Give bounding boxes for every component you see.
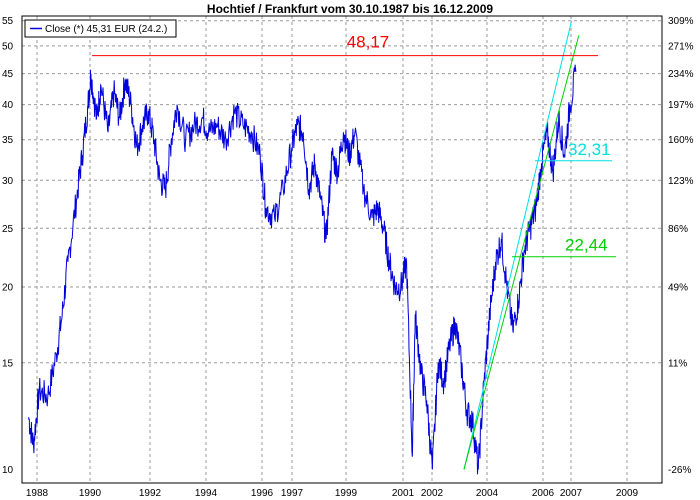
x-tick-label: 2001 — [392, 488, 415, 499]
y-tick-label: 45 — [2, 69, 14, 80]
y-tick-label: 35 — [2, 135, 14, 146]
x-tick-label: 1992 — [139, 488, 162, 499]
annotation-layer: 48,17 32,31 22,44 — [92, 20, 616, 470]
x-tick-label: 2006 — [532, 488, 555, 499]
x-tick-label: 1996 — [251, 488, 274, 499]
close-price-line — [28, 64, 577, 475]
x-tick-label: 2009 — [616, 488, 639, 499]
x-tick-label: 2007 — [560, 488, 583, 499]
x-tick-label: 1994 — [195, 488, 218, 499]
legend: Close (*) 45,31 EUR (24.2.) — [24, 19, 177, 38]
plot-frame — [21, 15, 663, 484]
y-right-tick-label: -26% — [668, 465, 691, 476]
y-right-tick-label: 160% — [668, 135, 694, 146]
y-right-tick-label: 123% — [668, 176, 694, 187]
x-tick-label: 2004 — [476, 488, 499, 499]
x-tick-label: 1997 — [281, 488, 304, 499]
x-tick-label: 1990 — [79, 488, 102, 499]
y-tick-label: 55 — [2, 16, 14, 27]
legend-box — [24, 19, 177, 38]
y-tick-label: 30 — [2, 176, 14, 187]
x-tick-label: 1988 — [26, 488, 49, 499]
trend-line — [463, 20, 573, 470]
axis-labels: 10 -26% 15 11% 20 49% 25 86% 30 123% 35 160% 40 197% 4… — [2, 16, 694, 499]
level-label: 22,44 — [565, 236, 608, 255]
y-right-tick-label: 197% — [668, 100, 694, 111]
y-tick-label: 50 — [2, 41, 14, 52]
trend-line — [463, 35, 580, 470]
y-tick-label: 10 — [2, 465, 14, 476]
y-tick-label: 20 — [2, 283, 14, 294]
legend-label: Close (*) 45,31 EUR (24.2.) — [45, 24, 167, 35]
y-right-tick-label: 11% — [668, 358, 687, 369]
y-right-tick-label: 309% — [668, 16, 694, 27]
x-tick-label: 2002 — [421, 488, 444, 499]
level-label: 48,17 — [347, 33, 390, 52]
x-tick-label: 1999 — [335, 488, 358, 499]
y-right-tick-label: 49% — [668, 283, 688, 294]
y-tick-label: 25 — [2, 224, 14, 235]
y-tick-label: 15 — [2, 358, 14, 369]
y-right-tick-label: 86% — [668, 224, 688, 235]
grid-lines — [22, 16, 662, 483]
chart-title: Hochtief / Frankfurt vom 30.10.1987 bis … — [206, 2, 494, 16]
y-right-tick-label: 234% — [668, 69, 694, 80]
level-label: 32,31 — [568, 140, 611, 159]
y-tick-label: 40 — [2, 100, 14, 111]
series-layer — [28, 64, 577, 475]
y-right-tick-label: 271% — [668, 41, 694, 52]
